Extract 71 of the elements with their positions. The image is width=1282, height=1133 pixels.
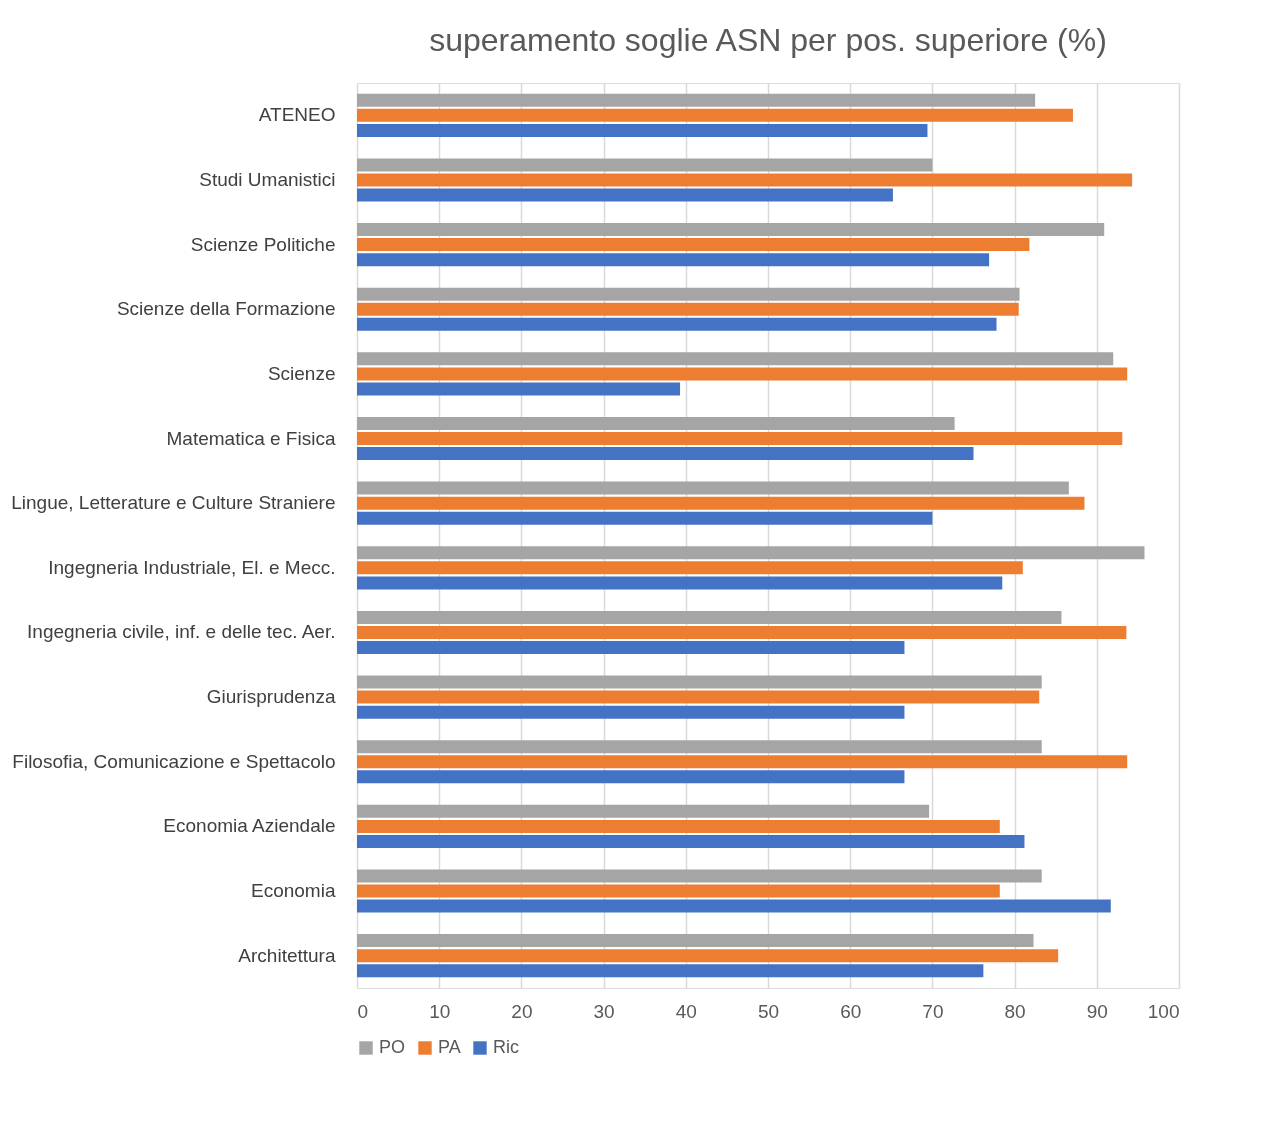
bar [357,641,905,655]
bar [357,447,974,461]
bar [357,432,1123,446]
bar [357,123,928,137]
bar [357,546,1145,560]
y-tick-label: Lingue, Letterature e Culture Straniere [11,492,336,514]
bar [357,770,905,784]
bar [357,223,1105,237]
y-tick-label: Architettura [238,944,336,966]
bar [357,481,1069,495]
x-tick-label: 10 [429,1000,451,1022]
y-tick-label: Economia [251,880,336,902]
x-tick-label: 60 [840,1000,862,1022]
y-tick-label: Ingegneria Industriale, El. e Mecc. [48,556,336,578]
x-tick-label: 90 [1086,1000,1108,1022]
bar [357,934,1034,948]
bar [357,287,1020,301]
bar [357,834,1025,848]
bar [357,819,1000,833]
bar [357,869,1042,883]
bar [357,158,933,172]
legend-label: PO [379,1037,406,1057]
y-tick-label: Giurisprudenza [206,686,336,708]
y-tick-label: Economia Aziendale [163,815,336,837]
legend-label: PA [438,1037,461,1057]
y-tick-label: Filosofia, Comunicazione e Spettacolo [12,750,336,772]
x-tick-label: 20 [511,1000,533,1022]
x-tick-label: 100 [1147,1000,1180,1022]
x-tick-label: 30 [593,1000,615,1022]
x-tick-label: 40 [675,1000,697,1022]
bar [357,576,1003,590]
y-tick-label: Scienze della Formazione [116,298,336,320]
bar [357,690,1040,704]
bar [357,382,681,396]
bar [357,238,1030,252]
y-tick-label: Scienze [267,362,336,384]
bar [357,675,1042,689]
bar [357,804,930,818]
bar [357,302,1019,316]
x-tick-label: 80 [1004,1000,1026,1022]
bar [357,317,997,331]
y-tick-label: Scienze Politiche [190,233,336,255]
bar [357,899,1111,913]
bar [357,705,905,719]
chart-title: superamento soglie ASN per pos. superiore (%) [429,22,1107,58]
bar [357,755,1128,769]
y-tick-label: Studi Umanistici [199,168,336,190]
bar [357,253,990,267]
legend-label: Ric [493,1037,519,1057]
bar [357,740,1042,754]
y-tick-label: Matematica e Fisica [166,427,336,449]
bar [357,367,1128,381]
y-tick-label: Ingegneria civile, inf. e delle tec. Aer. [27,621,336,643]
bar [357,949,1059,963]
y-tick-label: ATENEO [258,104,336,126]
bar [357,610,1062,624]
bar [357,496,1085,510]
bar [357,511,933,525]
bar [357,188,893,202]
bar [357,416,955,430]
x-tick-label: 70 [922,1000,944,1022]
bar [357,964,984,978]
bar [357,108,1073,122]
bar [357,173,1133,187]
bar [357,884,1000,898]
bar [357,625,1127,639]
bar [357,93,1036,107]
x-tick-label: 0 [357,1000,369,1022]
bar [357,561,1023,575]
x-tick-label: 50 [757,1000,780,1022]
bar [357,352,1114,366]
